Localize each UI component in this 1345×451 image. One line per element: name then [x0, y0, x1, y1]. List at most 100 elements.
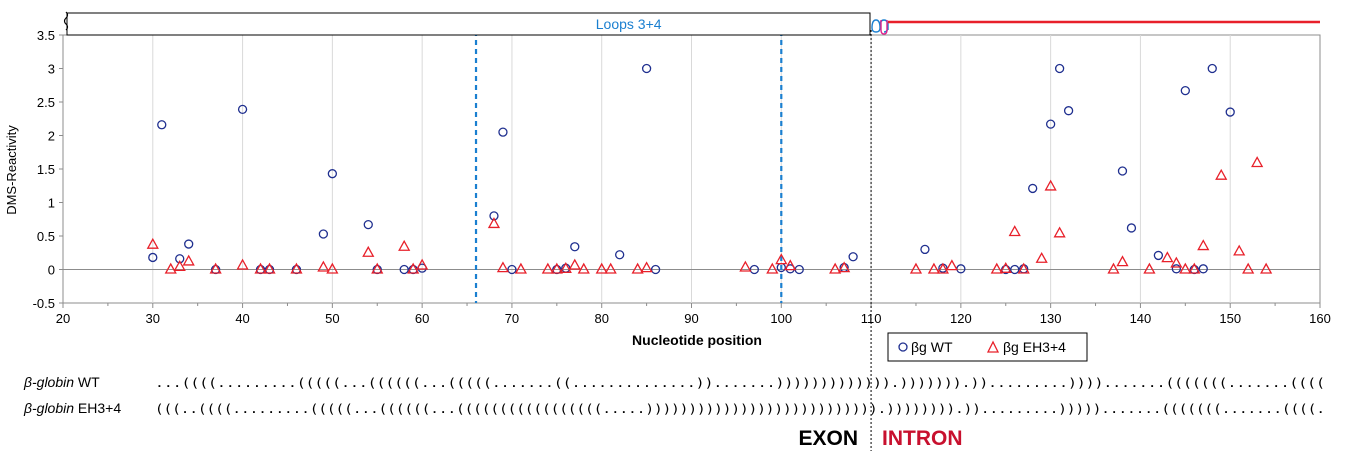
x-tick-label: 80: [594, 311, 608, 326]
eh-data-point: [164, 262, 177, 274]
wt-data-point: [507, 264, 517, 275]
eh-data-point: [1107, 262, 1120, 274]
eh-data-point: [1197, 239, 1210, 251]
eh-data-point: [829, 262, 842, 274]
eh-data-point: [550, 262, 563, 274]
eh-data-point: [739, 260, 752, 272]
eh-data-point: [1242, 262, 1255, 274]
wt-data-point: [1028, 183, 1038, 194]
eh-data-point: [487, 217, 501, 229]
legend-eh-marker: [986, 340, 1000, 353]
structure-row-wt: β-globin WT ...((((.........(((((...((((…: [23, 374, 1325, 390]
y-axis-ticks: -0.5 0 0.5 1 1.5 2 2.5 3 3.5: [33, 28, 63, 311]
y-tick-label: -0.5: [33, 296, 55, 311]
wt-data-point: [1198, 264, 1208, 274]
wt-data-point: [1010, 264, 1020, 275]
wt-data-point: [489, 211, 499, 221]
wt-data-point: [749, 264, 759, 275]
wt-data-point: [399, 264, 409, 275]
wt-data-point: [650, 264, 661, 275]
wt-data-point: [318, 229, 329, 239]
eh-data-point: [1035, 251, 1048, 263]
wt-data-point: [641, 63, 652, 74]
legend-wt-marker: [898, 342, 908, 352]
eh-data-point: [1170, 256, 1183, 268]
legend: βg WT βg EH3+4: [887, 332, 1088, 362]
wt-data-point: [148, 252, 158, 263]
eh-data-point: [146, 237, 159, 249]
eh-data-point: [927, 262, 941, 274]
x-tick-label: 40: [235, 311, 249, 326]
eh-data-point: [541, 262, 554, 274]
x-tick-label: 70: [505, 311, 519, 326]
eh-data-point: [416, 258, 429, 270]
wt-data-point: [157, 120, 167, 130]
structure-eh-dotbracket: (((..((((.........(((((...((((((...(((((…: [155, 401, 1325, 416]
eh-data-point: [290, 262, 303, 274]
x-tick-label: 20: [56, 311, 70, 326]
eh-data-point: [1143, 262, 1156, 274]
wt-data-point: [498, 127, 508, 137]
wt-data-point: [1045, 119, 1056, 129]
series-eh-points: [146, 156, 1273, 274]
y-tick-label: 1: [48, 196, 55, 211]
x-tick-label: 120: [950, 311, 972, 326]
wt-data-point: [1063, 106, 1074, 116]
y-tick-label: 0.5: [37, 229, 55, 244]
eh-data-point: [1251, 156, 1264, 168]
eh-data-point: [784, 259, 797, 271]
structure-row-eh: β-globin EH3+4 (((..((((.........(((((..…: [23, 400, 1325, 416]
eh-data-point: [945, 259, 958, 271]
wt-data-point: [237, 104, 248, 115]
legend-box: [887, 332, 1088, 362]
wt-data-point: [1054, 63, 1065, 74]
eh-data-point: [1044, 179, 1057, 191]
wt-data-point: [175, 254, 185, 264]
eh-data-point: [775, 253, 788, 265]
wt-data-point: [1117, 166, 1128, 176]
eh-data-point: [182, 254, 195, 266]
eh-data-point: [407, 262, 420, 274]
exon-box: [66, 12, 871, 36]
wt-data-point: [1180, 85, 1190, 96]
eh-data-point: [496, 261, 510, 273]
eh-data-point: [577, 262, 590, 274]
exon-break-symbol: [63, 11, 69, 31]
eh-data-point: [263, 262, 276, 274]
x-axis-ticks: 20 30 40 50 60 70 80 90 100 110 120 130 140 150 160: [56, 303, 1331, 326]
x-tick-label: 150: [1219, 311, 1241, 326]
eh-data-point: [1053, 226, 1066, 238]
loops-label: Loops 3+4: [596, 16, 662, 32]
eh-data-point: [1008, 225, 1021, 237]
y-tick-label: 3: [48, 62, 55, 77]
y-tick-label: 2.5: [37, 95, 55, 110]
eh-data-point: [362, 245, 375, 257]
x-tick-label: 90: [684, 311, 698, 326]
wt-data-point: [1207, 63, 1217, 74]
eh-data-point: [1260, 262, 1273, 274]
eh-data-point: [1161, 251, 1174, 263]
eh-data-point: [990, 262, 1003, 274]
wt-data-point: [363, 219, 373, 230]
x-tick-label: 130: [1040, 311, 1062, 326]
wt-data-point: [327, 169, 338, 179]
eh-data-point: [568, 258, 581, 270]
structure-wt-dotbracket: ...((((.........(((((...((((((...(((((..…: [155, 375, 1325, 390]
y-axis-title: DMS-Reactivity: [4, 125, 19, 215]
wt-data-point: [1225, 107, 1235, 117]
eh-data-point: [1017, 262, 1030, 274]
wt-data-point: [920, 244, 930, 255]
eh-data-point: [317, 260, 330, 272]
wt-data-point: [615, 250, 625, 260]
eh-data-point: [604, 262, 617, 274]
x-tick-label: 160: [1309, 311, 1331, 326]
eh-data-point: [1116, 255, 1129, 267]
y-tick-label: 2: [48, 129, 55, 144]
eh-data-point: [999, 261, 1012, 273]
eh-data-point: [631, 262, 644, 274]
wt-data-point: [848, 252, 858, 262]
structure-wt-name: β-globin WT: [23, 374, 100, 390]
eh-data-point: [209, 262, 222, 274]
eh-data-point: [326, 262, 339, 274]
